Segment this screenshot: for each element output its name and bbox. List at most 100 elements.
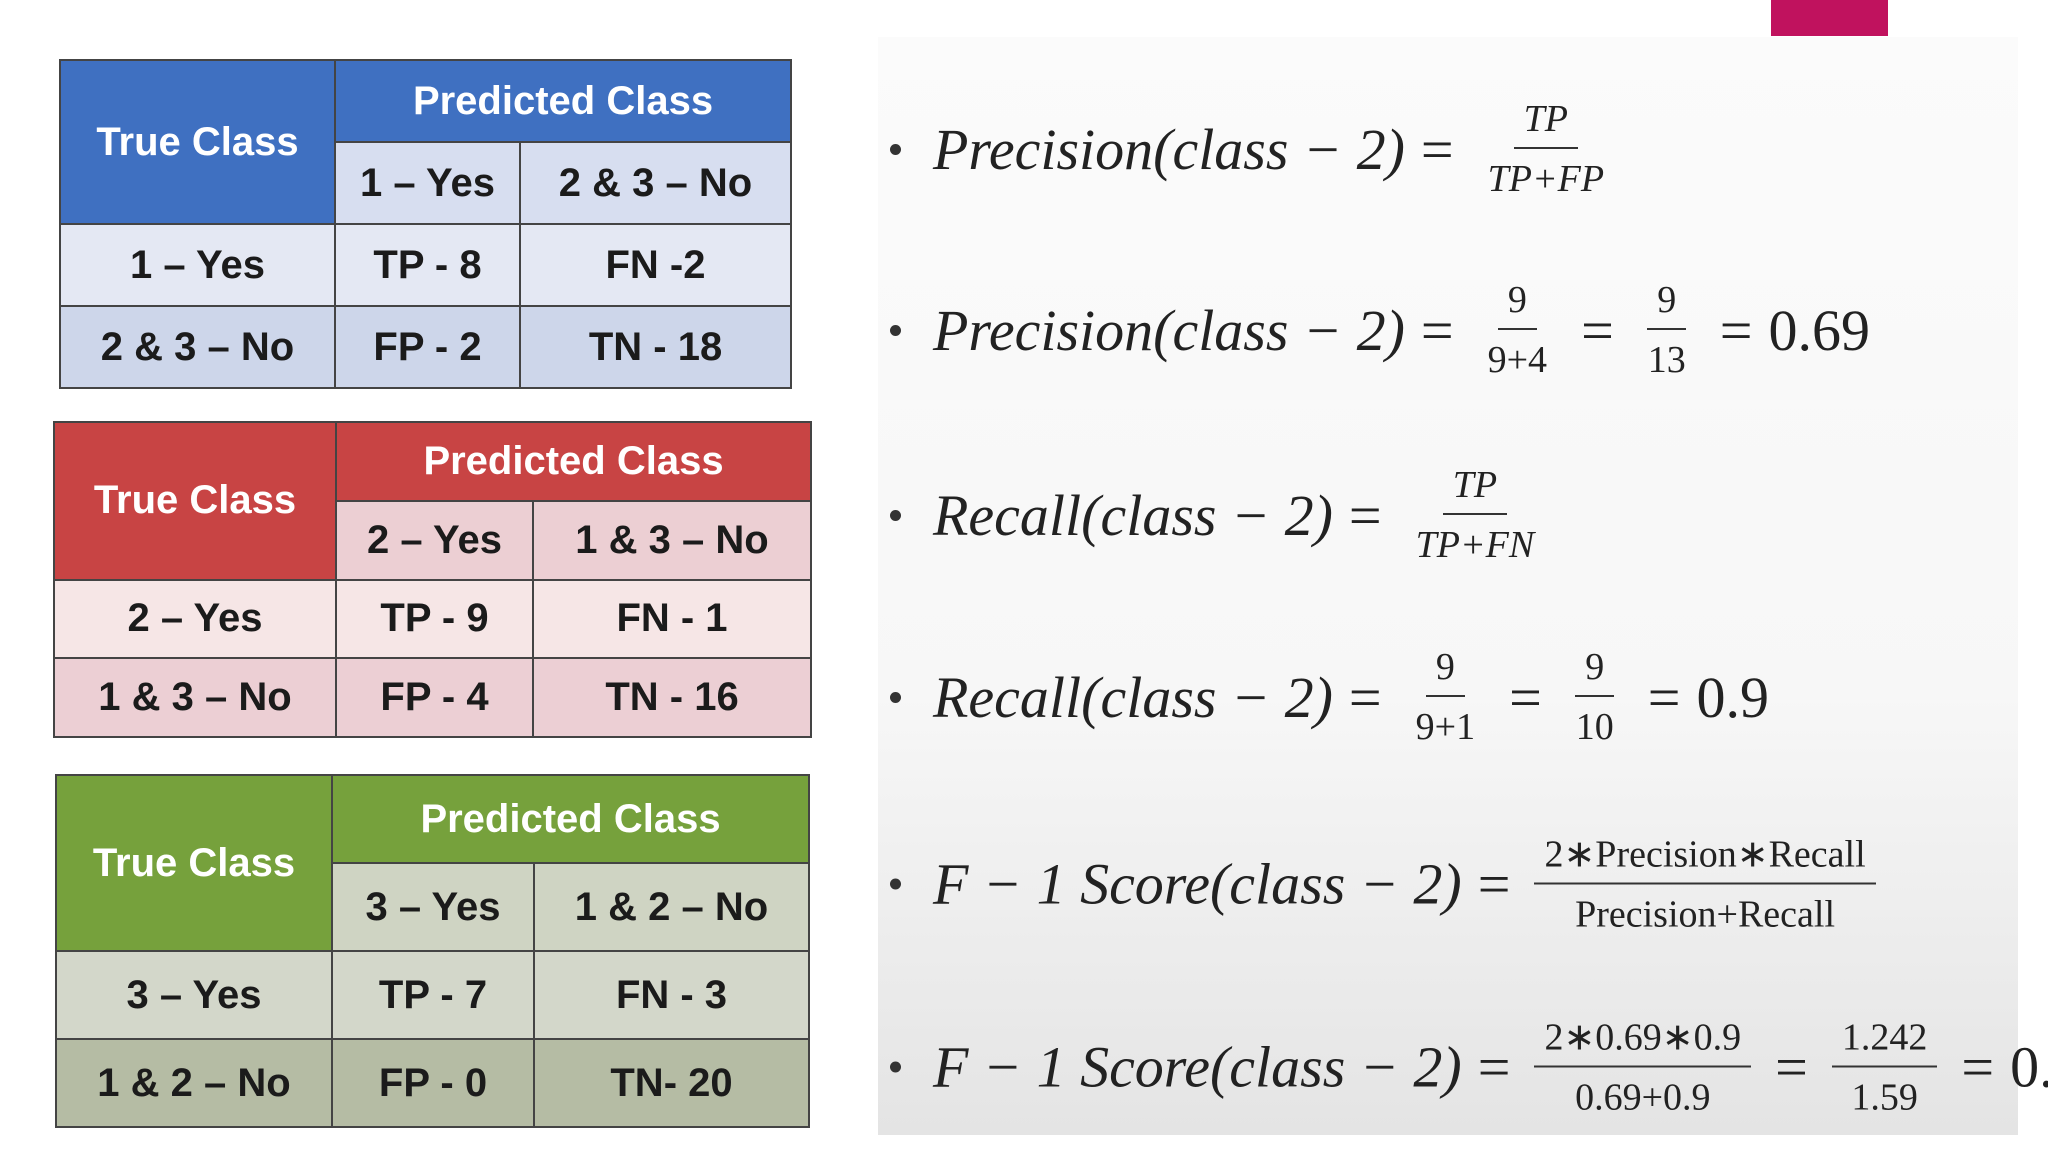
equals: = — [1719, 297, 1753, 363]
numerator: TP — [1442, 463, 1508, 515]
formula-panel — [878, 37, 2018, 1135]
formula-label: F − 1 Score(class − 2) — [933, 1034, 1462, 1100]
equals: = — [1420, 116, 1454, 182]
column-header: 3 – Yes — [331, 862, 535, 952]
row-header: 3 – Yes — [55, 950, 333, 1040]
formula: Recall(class − 2) = 9 9+1 = 9 10 = 0.9 — [890, 645, 1769, 749]
row-header: 2 – Yes — [53, 578, 337, 660]
column-header: 2 – Yes — [335, 499, 534, 581]
fraction: 9 9+4 — [1478, 278, 1557, 382]
formula-label: F − 1 Score(class − 2) — [933, 851, 1462, 917]
equals: = — [1477, 851, 1511, 917]
data-row: 2 – Yes TP - 9 FN - 1 — [53, 578, 813, 660]
fraction: TP TP+FP — [1478, 97, 1614, 201]
equals: = — [1775, 1034, 1808, 1100]
numerator: 9 — [1425, 645, 1465, 697]
denominator: TP+FN — [1415, 524, 1535, 566]
denominator: 13 — [1647, 339, 1686, 381]
true-class-header: True Class — [55, 774, 333, 952]
numerator: 2∗Precision∗Recall — [1534, 832, 1876, 885]
true-class-header: True Class — [59, 59, 336, 225]
row-header: 1 – Yes — [59, 223, 336, 307]
cell: TN- 20 — [532, 1038, 811, 1128]
numerator: 2∗0.69∗0.9 — [1534, 1015, 1752, 1068]
true-class-header: True Class — [53, 421, 337, 581]
data-row: 1 & 3 – No FP - 4 TN - 16 — [53, 657, 813, 738]
denominator: TP+FP — [1487, 158, 1605, 200]
bullet — [890, 324, 901, 336]
column-header: 1 & 3 – No — [531, 499, 813, 581]
denominator: 9+1 — [1415, 706, 1476, 748]
fraction: TP TP+FN — [1406, 463, 1545, 567]
column-header: 1 & 2 – No — [532, 862, 811, 952]
numerator: 9 — [1647, 278, 1687, 330]
equals: = — [1420, 297, 1454, 363]
cell: FP - 0 — [331, 1038, 535, 1128]
cell: TN - 16 — [531, 657, 813, 738]
equals: = — [1348, 664, 1382, 730]
denominator: Precision+Recall — [1575, 893, 1836, 936]
data-row: 1 – Yes TP - 8 FN -2 — [59, 223, 793, 307]
equals: = — [1961, 1034, 1995, 1100]
formula-label: Recall(class − 2) — [933, 482, 1333, 548]
formula: Precision(class − 2) = 9 9+4 = 9 13 = 0.69 — [890, 278, 1870, 382]
formula: F − 1 Score(class − 2) = 2∗0.69∗0.9 0.69+0.… — [890, 1015, 2048, 1120]
confusion-matrix: True Class Predicted Class 3 – Yes 1 & 2 – … — [55, 774, 811, 1128]
formula: Recall(class − 2) = TP TP+FN — [890, 463, 1552, 567]
equals: = — [1477, 1034, 1511, 1100]
equals: = — [1647, 664, 1681, 730]
equals: = — [1348, 482, 1382, 548]
equals: = — [1509, 664, 1542, 730]
denominator: 1.59 — [1851, 1076, 1918, 1118]
denominator: 9+4 — [1487, 339, 1548, 381]
column-header: 2 & 3 – No — [518, 141, 793, 225]
bullet — [890, 509, 901, 521]
formula: Precision(class − 2) = TP TP+FP — [890, 97, 1622, 201]
data-row: 1 & 2 – No FP - 0 TN- 20 — [55, 1038, 811, 1128]
formula-label: Precision(class − 2) — [933, 116, 1405, 182]
cell: TP - 9 — [335, 578, 534, 660]
denominator: 0.69+0.9 — [1575, 1076, 1711, 1119]
header-row: True Class Predicted Class — [59, 59, 793, 225]
cell: TP - 7 — [331, 950, 535, 1040]
predicted-class-header: Predicted Class — [333, 59, 793, 143]
row-header: 2 & 3 – No — [59, 305, 336, 389]
cell: FN -2 — [518, 223, 793, 307]
result: 0.69 — [1768, 297, 1871, 363]
row-header: 1 & 3 – No — [53, 657, 337, 738]
bullet — [890, 143, 901, 155]
cell: TP - 8 — [334, 223, 521, 307]
column-header: 1 – Yes — [334, 141, 521, 225]
subheader-row: 3 – Yes 1 & 2 – No — [56, 862, 811, 952]
fraction: 2∗Precision∗Recall Precision+Recall — [1534, 832, 1876, 937]
numerator: 9 — [1497, 278, 1537, 330]
header-row: True Class Predicted Class — [53, 421, 813, 581]
predicted-class-header: Predicted Class — [334, 421, 813, 502]
result: 0.78 — [2010, 1034, 2048, 1100]
numerator: 1.242 — [1831, 1015, 1938, 1067]
subheader-row: 2 – Yes 1 & 3 – No — [54, 499, 813, 581]
cell: FP - 2 — [334, 305, 521, 389]
subheader-row: 1 – Yes 2 & 3 – No — [60, 141, 793, 225]
formula: F − 1 Score(class − 2) = 2∗Precision∗Recal… — [890, 832, 1884, 937]
fraction: 9 10 — [1566, 645, 1624, 749]
fraction: 9 13 — [1638, 278, 1696, 382]
denominator: 10 — [1575, 706, 1614, 748]
result: 0.9 — [1696, 664, 1770, 730]
numerator: TP — [1513, 97, 1579, 149]
bullet — [890, 1061, 901, 1073]
fraction: 9 9+1 — [1406, 645, 1485, 749]
cell: FP - 4 — [335, 657, 534, 738]
data-row: 3 – Yes TP - 7 FN - 3 — [55, 950, 811, 1040]
formula-label: Recall(class − 2) — [933, 664, 1333, 730]
formula-label: Precision(class − 2) — [933, 297, 1405, 363]
numerator: 9 — [1575, 645, 1615, 697]
confusion-matrix: True Class Predicted Class 1 – Yes 2 & 3 – … — [59, 59, 793, 389]
header-row: True Class Predicted Class — [55, 774, 811, 952]
predicted-class-header: Predicted Class — [330, 774, 811, 864]
confusion-matrix: True Class Predicted Class 2 – Yes 1 & 3 – … — [53, 421, 813, 738]
cell: TN - 18 — [518, 305, 793, 389]
fraction: 1.242 1.59 — [1831, 1015, 1938, 1119]
bullet — [890, 878, 901, 890]
